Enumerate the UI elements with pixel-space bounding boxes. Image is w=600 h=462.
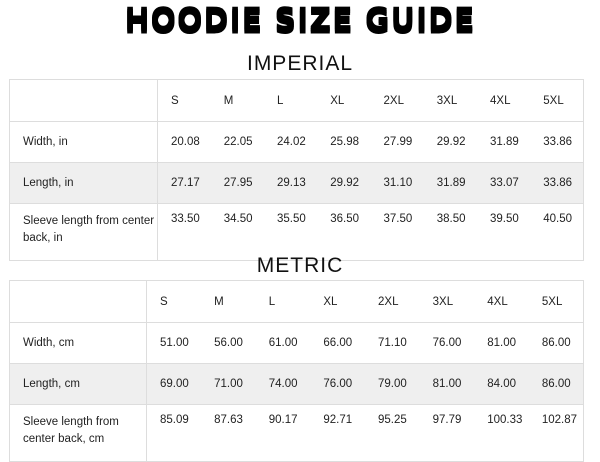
value-cell: 24.02 [264, 121, 318, 163]
size-header: 5XL [530, 79, 584, 122]
size-header: M [210, 79, 264, 122]
value-cell: 85.09 [146, 404, 202, 462]
logo-title: HOODIE SIZE GUIDE [124, 1, 476, 38]
value-cell: 39.50 [477, 203, 531, 261]
value-cell: 22.05 [210, 121, 264, 163]
value-cell: 27.99 [370, 121, 424, 163]
size-header: M [201, 280, 256, 323]
value-cell: 87.63 [201, 404, 256, 462]
value-cell: 31.10 [370, 162, 424, 204]
value-cell: 100.33 [474, 404, 529, 462]
value-cell: 29.92 [423, 121, 477, 163]
size-header: 4XL [477, 79, 531, 122]
imperial-title: IMPERIAL [246, 52, 354, 75]
value-cell: 33.50 [157, 203, 211, 261]
value-cell: 29.92 [317, 162, 371, 204]
value-cell: 86.00 [528, 322, 584, 364]
value-cell: 95.25 [365, 404, 420, 462]
value-cell: 61.00 [255, 322, 311, 364]
table-row: Width, cm 51.00 56.00 61.00 66.00 71.10 76.00 8… [9, 322, 584, 364]
value-cell: 25.98 [317, 121, 371, 163]
size-header: 2XL [365, 280, 420, 323]
value-cell: 38.50 [423, 203, 477, 261]
size-header: L [255, 280, 311, 323]
value-cell: 86.00 [528, 363, 584, 405]
value-cell: 71.00 [201, 363, 256, 405]
value-cell: 40.50 [530, 203, 584, 261]
value-cell: 79.00 [365, 363, 420, 405]
value-cell: 84.00 [474, 363, 529, 405]
value-cell: 35.50 [264, 203, 318, 261]
value-cell: 34.50 [210, 203, 264, 261]
value-cell: 76.00 [419, 322, 475, 364]
value-cell: 74.00 [255, 363, 311, 405]
value-cell: 76.00 [310, 363, 365, 405]
size-header: 2XL [370, 79, 424, 122]
row-label: Length, in [9, 162, 158, 204]
table-row: Sleeve length from center back, in 33.50 3… [9, 203, 584, 261]
value-cell: 81.00 [419, 363, 475, 405]
row-label: Sleeve length from center back, in [9, 203, 158, 261]
imperial-table: S M L XL 2XL 3XL 4XL 5XL Width, in 20.08 22.05 24.0… [9, 79, 584, 261]
value-cell: 81.00 [474, 322, 529, 364]
value-cell: 33.86 [530, 121, 584, 163]
value-cell: 36.50 [317, 203, 371, 261]
value-cell: 31.89 [477, 121, 531, 163]
value-cell: 29.13 [264, 162, 318, 204]
value-cell: 51.00 [146, 322, 202, 364]
table-row: Length, in 27.17 27.95 29.13 29.92 31.10 31.89… [9, 162, 584, 204]
header-row: S M L XL 2XL 3XL 4XL 5XL [9, 79, 584, 122]
size-header: 4XL [474, 280, 529, 323]
size-header: XL [317, 79, 371, 122]
metric-table: S M L XL 2XL 3XL 4XL 5XL Width, cm 51.00 56.00 61.0… [9, 280, 584, 462]
table-row: Length, cm 69.00 71.00 74.00 76.00 79.00 81.00… [9, 363, 584, 405]
size-header: 3XL [423, 79, 477, 122]
row-label: Width, in [9, 121, 158, 163]
value-cell: 56.00 [201, 322, 256, 364]
value-cell: 92.71 [310, 404, 365, 462]
value-cell: 97.79 [419, 404, 475, 462]
size-header: 3XL [419, 280, 475, 323]
value-cell: 102.87 [528, 404, 584, 462]
corner-cell [9, 79, 158, 122]
size-header: S [157, 79, 211, 122]
value-cell: 27.95 [210, 162, 264, 204]
corner-cell [9, 280, 147, 323]
header-row: S M L XL 2XL 3XL 4XL 5XL [9, 280, 584, 323]
size-header: S [146, 280, 202, 323]
table-row: Width, in 20.08 22.05 24.02 25.98 27.99 29.92 3… [9, 121, 584, 163]
metric-title: METRIC [256, 254, 344, 277]
table-row: Sleeve length from center back, cm 85.09 8… [9, 404, 584, 462]
value-cell: 33.86 [530, 162, 584, 204]
row-label: Sleeve length from center back, cm [9, 404, 147, 462]
value-cell: 37.50 [370, 203, 424, 261]
size-header: L [264, 79, 318, 122]
size-header: 5XL [528, 280, 584, 323]
value-cell: 71.10 [365, 322, 420, 364]
row-label: Length, cm [9, 363, 147, 405]
value-cell: 33.07 [477, 162, 531, 204]
value-cell: 66.00 [310, 322, 365, 364]
value-cell: 69.00 [146, 363, 202, 405]
value-cell: 20.08 [157, 121, 211, 163]
size-header: XL [310, 280, 365, 323]
value-cell: 27.17 [157, 162, 211, 204]
row-label: Width, cm [9, 322, 147, 364]
value-cell: 31.89 [423, 162, 477, 204]
value-cell: 90.17 [255, 404, 311, 462]
